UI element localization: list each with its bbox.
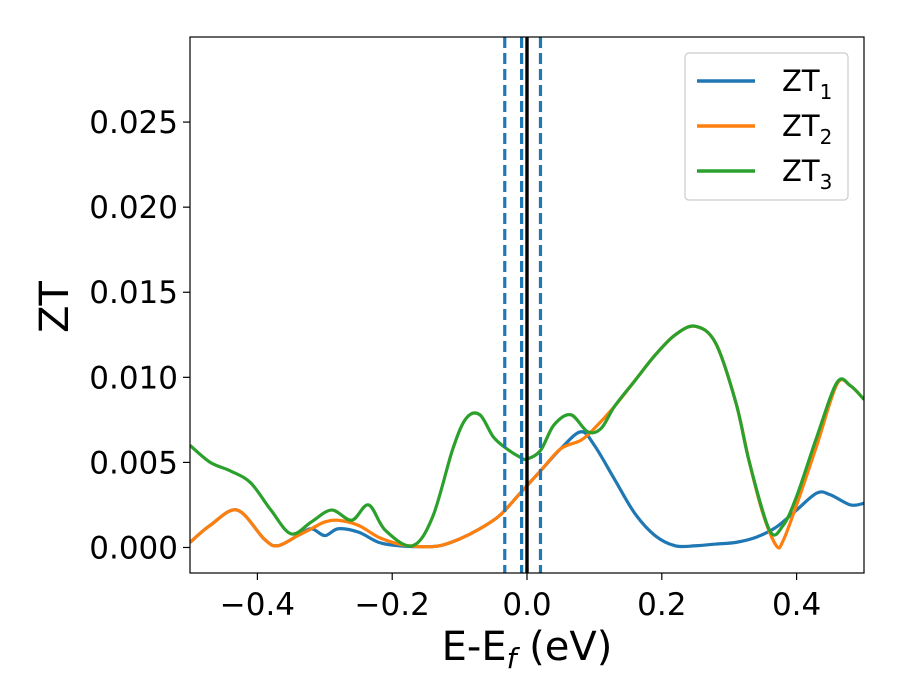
legend-label-zt1: ZT1	[782, 64, 832, 104]
y-tick-label: 0.025	[89, 105, 178, 141]
x-tick-label: −0.2	[355, 587, 430, 623]
y-tick-label: 0.015	[89, 275, 178, 311]
series-line-zt2	[190, 324, 864, 550]
y-tick-label: 0.020	[89, 190, 178, 226]
legend: ZT1 ZT2 ZT3	[684, 52, 849, 201]
y-axis-title: ZT	[32, 281, 78, 333]
x-axis-title-suffix: (eV)	[516, 624, 612, 670]
x-tick-label: −0.4	[220, 587, 295, 623]
x-axis-ticks: −0.4 −0.2 0.0 0.2 0.4	[220, 573, 821, 623]
x-axis-title-main: E-E	[442, 624, 507, 670]
legend-label-zt3: ZT3	[782, 154, 832, 194]
y-tick-label: 0.000	[89, 530, 178, 566]
y-tick-label: 0.005	[89, 445, 178, 481]
x-tick-label: 0.4	[772, 587, 821, 623]
y-axis-ticks: 0.000 0.005 0.010 0.015 0.020 0.025	[89, 105, 190, 566]
x-tick-label: 0.2	[637, 587, 686, 623]
x-tick-label: 0.0	[502, 587, 551, 623]
series-line-zt3	[190, 324, 864, 548]
legend-label-zt2: ZT2	[782, 109, 832, 149]
y-tick-label: 0.010	[89, 360, 178, 396]
x-axis-title: E-Ef (eV)	[442, 624, 613, 675]
plot-area	[190, 37, 864, 573]
legend-box	[684, 52, 849, 201]
